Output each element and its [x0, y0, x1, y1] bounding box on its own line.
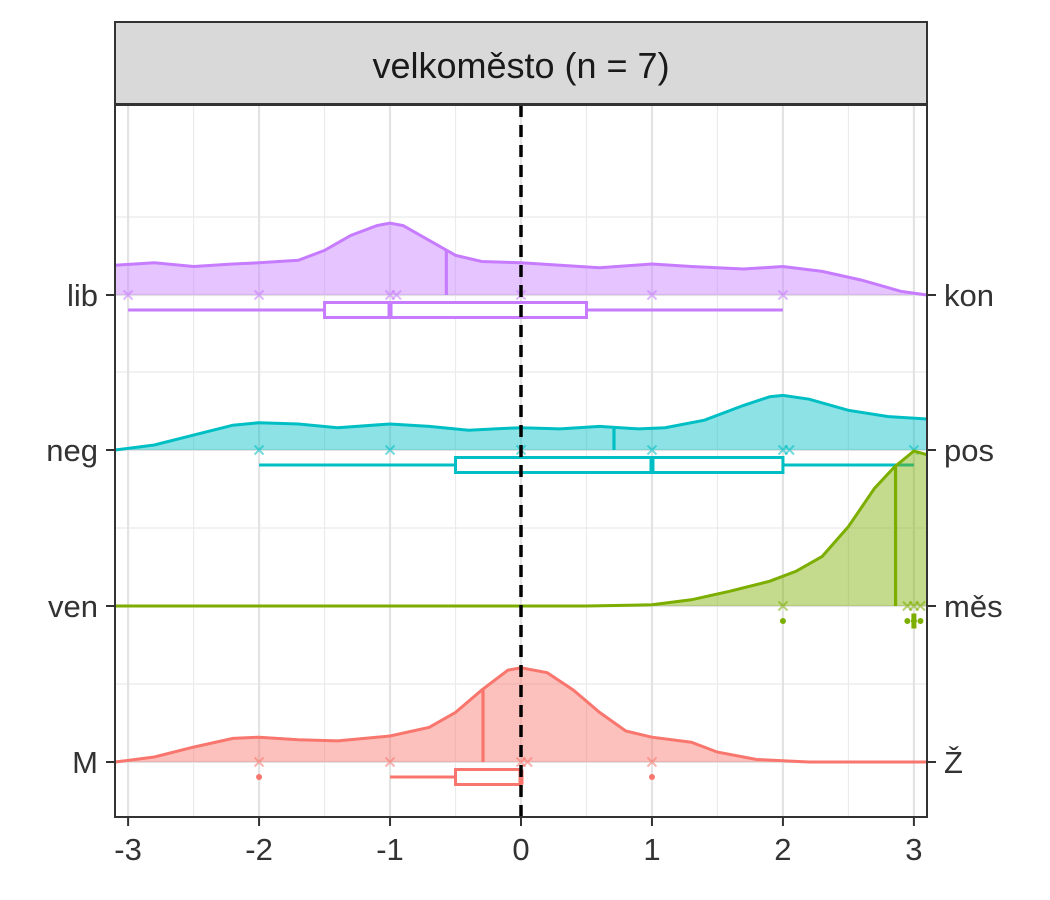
data-point-stroke	[122, 289, 134, 301]
data-point-stroke	[384, 756, 396, 768]
x-tick-label: -3	[114, 832, 142, 867]
right-category-label: pos	[944, 433, 994, 468]
x-tick-label: 0	[512, 832, 529, 867]
x-tick-label: -1	[376, 832, 404, 867]
box-outlier	[910, 618, 917, 624]
data-point	[391, 289, 402, 301]
box-body	[454, 768, 523, 786]
facet-title: velkoměsto (n = 7)	[372, 45, 669, 86]
left-category-label: ven	[48, 589, 98, 624]
data-point	[646, 756, 658, 768]
strip-background	[114, 21, 928, 105]
box-body	[454, 456, 785, 474]
data-point	[777, 289, 789, 301]
density-curve	[114, 221, 928, 297]
data-point-stroke	[915, 600, 926, 612]
density-area	[115, 451, 927, 606]
x-tick-label: 1	[643, 832, 660, 867]
series-ven-měs	[115, 449, 928, 629]
x-tick-label: -2	[245, 832, 273, 867]
data-point	[522, 756, 533, 768]
axes-group: -3 -2 -1 0 1 2 3 lib kon neg pos ven měs M Ž	[46, 278, 1002, 867]
box-outlier	[779, 618, 786, 624]
data-point	[122, 289, 134, 301]
right-category-label: Ž	[944, 745, 963, 780]
data-point-stroke	[777, 289, 789, 301]
data-point	[784, 444, 795, 456]
box-outlier	[648, 774, 655, 780]
data-point	[777, 600, 789, 612]
data-point-stroke	[646, 756, 658, 768]
box-outlier	[917, 618, 924, 624]
data-point-stroke	[784, 444, 795, 456]
data-point	[646, 289, 658, 301]
box-body	[323, 301, 588, 319]
data-point-stroke	[646, 289, 658, 301]
left-category-label: M	[72, 745, 98, 780]
density-curve	[114, 666, 927, 764]
right-category-label: měs	[944, 589, 1003, 624]
series-neg-pos	[114, 393, 928, 474]
box-outlier	[904, 618, 911, 624]
data-point-stroke	[253, 756, 265, 768]
box-outlier	[256, 774, 263, 780]
data-point-stroke	[253, 289, 265, 301]
x-tick-label: 3	[905, 832, 922, 867]
data-point	[915, 600, 926, 612]
data-point-stroke	[646, 444, 658, 456]
data-point	[253, 756, 265, 768]
density-curve	[115, 449, 928, 608]
data-point	[384, 756, 396, 768]
data-point-stroke	[384, 444, 396, 456]
data-point	[253, 289, 265, 301]
density-curve	[114, 393, 928, 452]
data-point-stroke	[253, 444, 265, 456]
right-category-label: kon	[944, 278, 994, 313]
left-category-label: lib	[67, 278, 98, 313]
data-point-stroke	[522, 756, 533, 768]
data-point	[646, 444, 658, 456]
data-point-stroke	[391, 289, 402, 301]
data-point-stroke	[777, 600, 789, 612]
density-area	[115, 223, 927, 295]
data-point	[384, 444, 396, 456]
data-point	[253, 444, 265, 456]
density-area	[115, 395, 927, 450]
left-category-label: neg	[46, 433, 98, 468]
x-tick-label: 2	[774, 832, 791, 867]
